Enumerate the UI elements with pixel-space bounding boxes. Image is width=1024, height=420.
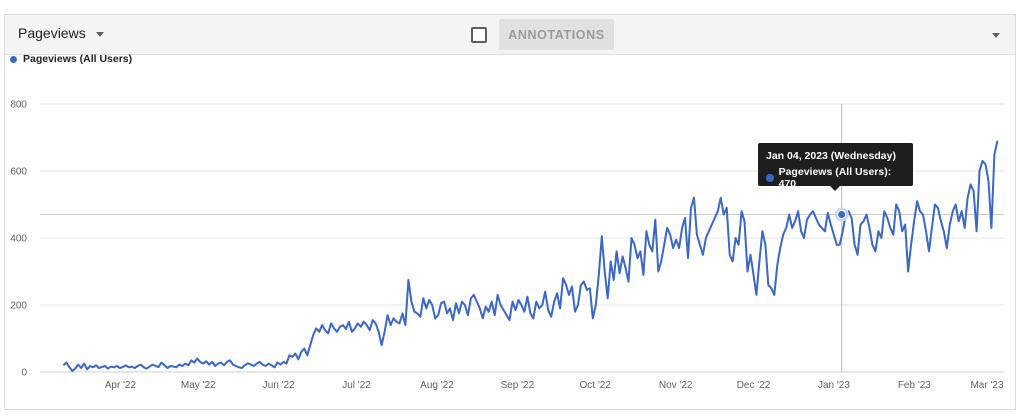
- x-tick-label: Jun '22: [263, 380, 295, 391]
- x-tick-label: Sep '22: [501, 380, 535, 391]
- x-tick-label: Oct '22: [580, 380, 612, 391]
- x-tick-label: Jul '22: [342, 380, 371, 391]
- y-axis-labels: 0 200 400 600 800: [10, 100, 27, 379]
- y-tick-label: 800: [10, 100, 27, 111]
- x-tick-label: Dec '22: [737, 380, 771, 391]
- tooltip-row: Pageviews (All Users): 470: [766, 166, 905, 190]
- tooltip-date: Jan 04, 2023 (Wednesday): [766, 150, 896, 162]
- hover-point[interactable]: [837, 210, 847, 220]
- chart-options-chevron-icon[interactable]: [992, 33, 1000, 38]
- y-tick-label: 0: [21, 368, 27, 379]
- x-tick-label: May '22: [181, 380, 216, 391]
- x-tick-label: Apr '22: [105, 380, 137, 391]
- y-tick-label: 600: [10, 167, 27, 178]
- x-tick-label: Nov '22: [659, 380, 693, 391]
- tooltip-arrow: [830, 186, 840, 191]
- chart-legend: Pageviews (All Users): [10, 53, 132, 65]
- data-tooltip: Jan 04, 2023 (Wednesday) Pageviews (All …: [758, 143, 913, 191]
- metric-dropdown[interactable]: Pageviews: [18, 25, 104, 41]
- y-tick-label: 200: [10, 301, 27, 312]
- x-axis-labels: Apr '22 May '22 Jun '22 Jul '22 Aug '22 Sep '…: [105, 380, 1004, 391]
- x-tick-label: Feb '23: [898, 380, 931, 391]
- x-tick-label: Aug '22: [420, 380, 454, 391]
- chart-toolbar: Pageviews ANNOTATIONS: [5, 15, 1015, 55]
- x-tick-label: Jan '23: [818, 380, 850, 391]
- metric-label: Pageviews: [18, 25, 86, 41]
- chevron-down-icon: [95, 31, 104, 37]
- x-tick-label: Mar '23: [970, 380, 1003, 391]
- series-line-pageviews[interactable]: [62, 140, 999, 372]
- tooltip-value: Pageviews (All Users): 470: [778, 166, 892, 190]
- y-tick-label: 400: [10, 234, 27, 245]
- legend-marker-icon: [10, 55, 17, 63]
- annotations-checkbox[interactable]: [471, 27, 487, 43]
- annotations-button[interactable]: ANNOTATIONS: [499, 19, 614, 50]
- legend-label: Pageviews (All Users): [23, 53, 133, 65]
- tooltip-series-marker-icon: [766, 174, 774, 182]
